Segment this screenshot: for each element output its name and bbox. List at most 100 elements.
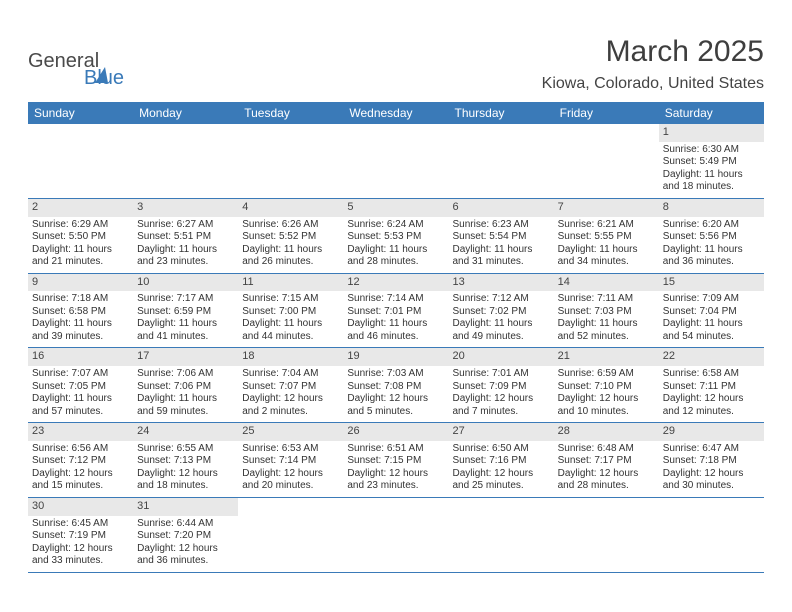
calendar-cell: [238, 124, 343, 198]
day-number: 4: [238, 199, 343, 217]
calendar-cell: 13Sunrise: 7:12 AMSunset: 7:02 PMDayligh…: [449, 274, 554, 348]
daylight-text: Daylight: 11 hours: [663, 244, 760, 257]
sunset-text: Sunset: 5:51 PM: [137, 231, 234, 244]
day-number: 10: [133, 274, 238, 292]
sunset-text: Sunset: 7:04 PM: [663, 306, 760, 319]
sunrise-text: Sunrise: 6:51 AM: [347, 443, 444, 456]
day-number: 3: [133, 199, 238, 217]
calendar-cell: [238, 498, 343, 572]
calendar-cell: 18Sunrise: 7:04 AMSunset: 7:07 PMDayligh…: [238, 348, 343, 422]
calendar-cell: 24Sunrise: 6:55 AMSunset: 7:13 PMDayligh…: [133, 423, 238, 497]
calendar-cell: 19Sunrise: 7:03 AMSunset: 7:08 PMDayligh…: [343, 348, 448, 422]
daylight-text: and 59 minutes.: [137, 406, 234, 419]
sunset-text: Sunset: 5:50 PM: [32, 231, 129, 244]
brand-part-b: Blue: [84, 67, 124, 89]
calendar-cell: 26Sunrise: 6:51 AMSunset: 7:15 PMDayligh…: [343, 423, 448, 497]
calendar-cell: 23Sunrise: 6:56 AMSunset: 7:12 PMDayligh…: [28, 423, 133, 497]
daylight-text: and 20 minutes.: [242, 480, 339, 493]
daylight-text: Daylight: 11 hours: [137, 244, 234, 257]
sunrise-text: Sunrise: 7:17 AM: [137, 293, 234, 306]
day-number: 13: [449, 274, 554, 292]
day-number: 25: [238, 423, 343, 441]
sunset-text: Sunset: 5:56 PM: [663, 231, 760, 244]
daylight-text: Daylight: 12 hours: [347, 468, 444, 481]
calendar-week: 1Sunrise: 6:30 AMSunset: 5:49 PMDaylight…: [28, 124, 764, 199]
day-number: 28: [554, 423, 659, 441]
calendar-cell: 16Sunrise: 7:07 AMSunset: 7:05 PMDayligh…: [28, 348, 133, 422]
day-number: 19: [343, 348, 448, 366]
day-number: 5: [343, 199, 448, 217]
calendar-cell: [343, 124, 448, 198]
day-number: 6: [449, 199, 554, 217]
daylight-text: and 54 minutes.: [663, 331, 760, 344]
sunset-text: Sunset: 7:11 PM: [663, 381, 760, 394]
sunrise-text: Sunrise: 6:24 AM: [347, 219, 444, 232]
daylight-text: Daylight: 11 hours: [32, 244, 129, 257]
sunset-text: Sunset: 5:55 PM: [558, 231, 655, 244]
sunset-text: Sunset: 7:10 PM: [558, 381, 655, 394]
daylight-text: Daylight: 11 hours: [242, 318, 339, 331]
daylight-text: Daylight: 12 hours: [32, 468, 129, 481]
day-number: 8: [659, 199, 764, 217]
daylight-text: and 52 minutes.: [558, 331, 655, 344]
col-header: Thursday: [449, 102, 554, 124]
sunset-text: Sunset: 7:02 PM: [453, 306, 550, 319]
daylight-text: and 36 minutes.: [137, 555, 234, 568]
daylight-text: and 57 minutes.: [32, 406, 129, 419]
daylight-text: and 28 minutes.: [558, 480, 655, 493]
daylight-text: and 33 minutes.: [32, 555, 129, 568]
col-header: Wednesday: [343, 102, 448, 124]
daylight-text: Daylight: 11 hours: [137, 393, 234, 406]
day-number: 1: [659, 124, 764, 142]
daylight-text: Daylight: 12 hours: [663, 468, 760, 481]
day-number: 31: [133, 498, 238, 516]
sunrise-text: Sunrise: 6:45 AM: [32, 518, 129, 531]
sunset-text: Sunset: 7:19 PM: [32, 530, 129, 543]
location-label: Kiowa, Colorado, United States: [542, 75, 764, 93]
daylight-text: Daylight: 11 hours: [347, 244, 444, 257]
calendar-cell: 11Sunrise: 7:15 AMSunset: 7:00 PMDayligh…: [238, 274, 343, 348]
daylight-text: and 44 minutes.: [242, 331, 339, 344]
daylight-text: Daylight: 12 hours: [242, 393, 339, 406]
daylight-text: Daylight: 11 hours: [347, 318, 444, 331]
sunrise-text: Sunrise: 7:06 AM: [137, 368, 234, 381]
sunrise-text: Sunrise: 6:27 AM: [137, 219, 234, 232]
calendar-body: 1Sunrise: 6:30 AMSunset: 5:49 PMDaylight…: [28, 124, 764, 573]
calendar-cell: 22Sunrise: 6:58 AMSunset: 7:11 PMDayligh…: [659, 348, 764, 422]
daylight-text: and 12 minutes.: [663, 406, 760, 419]
daylight-text: Daylight: 11 hours: [32, 393, 129, 406]
calendar-week: 30Sunrise: 6:45 AMSunset: 7:19 PMDayligh…: [28, 498, 764, 573]
sunrise-text: Sunrise: 7:15 AM: [242, 293, 339, 306]
calendar-cell: 27Sunrise: 6:50 AMSunset: 7:16 PMDayligh…: [449, 423, 554, 497]
sunset-text: Sunset: 7:18 PM: [663, 455, 760, 468]
sunset-text: Sunset: 7:01 PM: [347, 306, 444, 319]
daylight-text: and 31 minutes.: [453, 256, 550, 269]
calendar-cell: [554, 498, 659, 572]
calendar-cell: 12Sunrise: 7:14 AMSunset: 7:01 PMDayligh…: [343, 274, 448, 348]
calendar-cell: 5Sunrise: 6:24 AMSunset: 5:53 PMDaylight…: [343, 199, 448, 273]
daylight-text: and 18 minutes.: [663, 181, 760, 194]
sunrise-text: Sunrise: 6:58 AM: [663, 368, 760, 381]
daylight-text: Daylight: 11 hours: [663, 169, 760, 182]
day-number: 20: [449, 348, 554, 366]
daylight-text: and 39 minutes.: [32, 331, 129, 344]
daylight-text: and 46 minutes.: [347, 331, 444, 344]
calendar-cell: 3 Sunrise: 6:27 AMSunset: 5:51 PMDaylight…: [133, 199, 238, 273]
page-title: March 2025: [606, 35, 764, 69]
calendar-cell: [343, 498, 448, 572]
sunset-text: Sunset: 7:12 PM: [32, 455, 129, 468]
calendar-cell: 14Sunrise: 7:11 AMSunset: 7:03 PMDayligh…: [554, 274, 659, 348]
day-number: 30: [28, 498, 133, 516]
calendar-cell: 6Sunrise: 6:23 AMSunset: 5:54 PMDaylight…: [449, 199, 554, 273]
daylight-text: Daylight: 11 hours: [663, 318, 760, 331]
daylight-text: and 2 minutes.: [242, 406, 339, 419]
sunrise-text: Sunrise: 6:56 AM: [32, 443, 129, 456]
daylight-text: and 41 minutes.: [137, 331, 234, 344]
day-number: 15: [659, 274, 764, 292]
daylight-text: Daylight: 12 hours: [558, 393, 655, 406]
sunrise-text: Sunrise: 6:53 AM: [242, 443, 339, 456]
daylight-text: and 18 minutes.: [137, 480, 234, 493]
daylight-text: Daylight: 12 hours: [663, 393, 760, 406]
daylight-text: and 25 minutes.: [453, 480, 550, 493]
daylight-text: and 36 minutes.: [663, 256, 760, 269]
